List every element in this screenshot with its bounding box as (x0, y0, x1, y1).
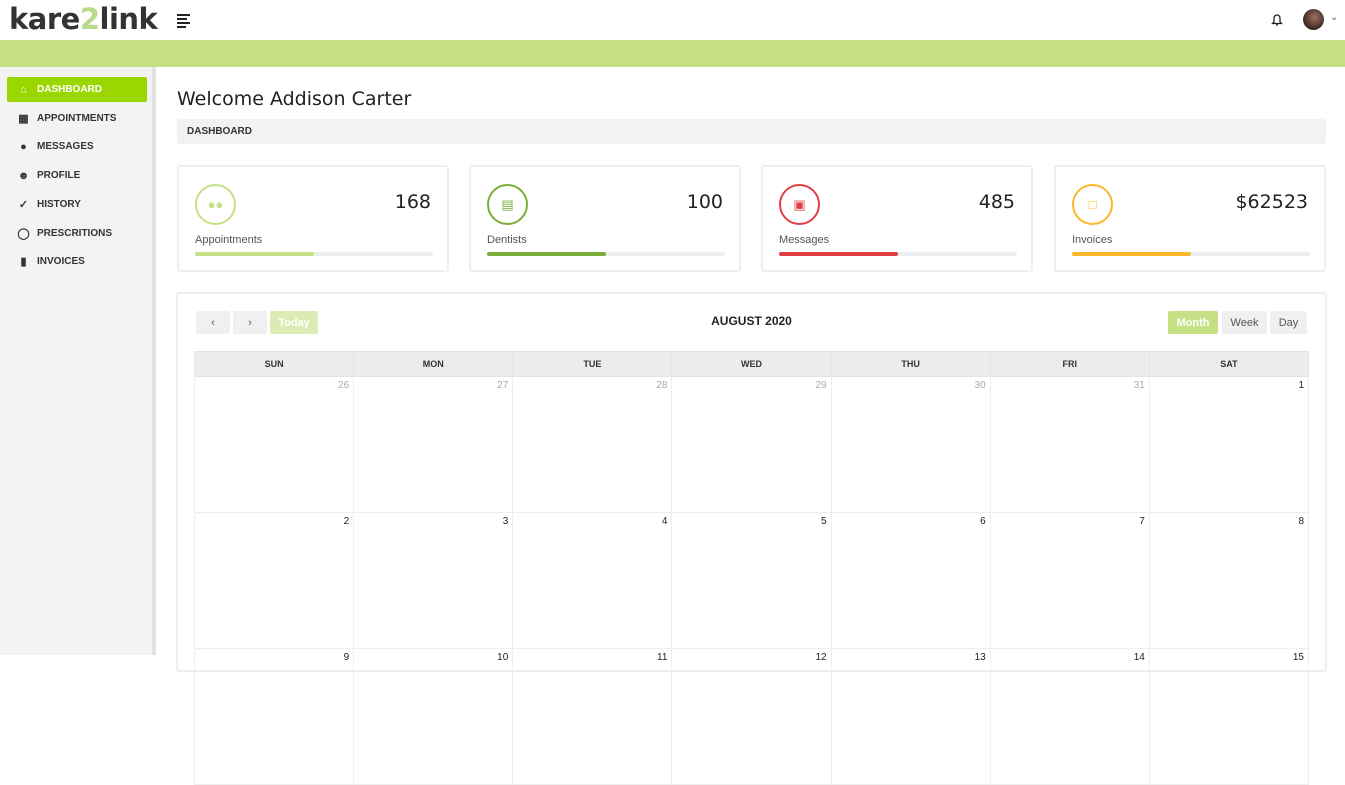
view-month-button[interactable]: Month (1168, 311, 1218, 334)
sidebar-item-label: APPOINTMENTS (37, 112, 117, 124)
page-title: Welcome Addison Carter (177, 88, 412, 110)
money-icon: ▣ (779, 184, 820, 225)
day-cell[interactable]: 6 (830, 512, 991, 649)
sidebar-item-label: DASHBOARD (37, 84, 102, 95)
sidebar-item-invoices[interactable]: ▮ INVOICES (7, 249, 147, 274)
sidebar-item-dashboard[interactable]: ⌂ DASHBOARD (7, 77, 147, 102)
day-cell[interactable]: 4 (512, 512, 673, 649)
chevron-down-icon[interactable]: ⌄ (1330, 12, 1339, 23)
stat-card-dentists[interactable]: ▤ 100 Dentists (469, 165, 741, 272)
sidebar-item-label: INVOICES (37, 256, 85, 268)
stat-value: $62523 (1235, 191, 1308, 213)
sidebar-item-label: PRESCRITIONS (37, 227, 113, 239)
calendar-icon: ▦ (18, 112, 29, 125)
sidebar-item-label: PROFILE (37, 170, 81, 182)
header-band (0, 40, 1345, 67)
messenger-icon: ● (20, 140, 27, 153)
menu-toggle-icon[interactable] (177, 14, 190, 30)
day-cell[interactable]: 2 (193, 512, 355, 649)
calendar: ‹ › Today AUGUST 2020 Month Week Day SUN MO… (176, 292, 1327, 785)
logo[interactable]: kare2link (9, 2, 158, 36)
day-cell[interactable]: 8 (1148, 512, 1310, 649)
day-cell[interactable]: 7 (989, 512, 1150, 649)
progress-bar (779, 252, 1017, 256)
prev-button[interactable]: ‹ (196, 311, 230, 334)
weekday-header: MON (353, 351, 514, 377)
progress-bar (195, 252, 433, 256)
stat-card-messages[interactable]: ▣ 485 Messages (761, 165, 1033, 272)
sidebar-item-profile[interactable]: ☻ PROFILE (7, 163, 147, 188)
weekday-header: SUN (193, 351, 355, 377)
month-grid: SUN MON TUE WED THU FRI SAT 26 27 28 29 30 31 1 2 3 4 5 6 7… (193, 351, 1310, 785)
tag-icon: ◯ (17, 227, 30, 240)
day-cell[interactable]: 29 (671, 376, 832, 513)
top-header: kare2link ⌄ (0, 0, 1345, 40)
sidebar-item-messages[interactable]: ● MESSAGES (7, 134, 147, 159)
day-cell[interactable]: 13 (830, 648, 991, 785)
stat-label: Dentists (487, 234, 527, 246)
day-cell[interactable]: 15 (1148, 648, 1310, 785)
home-icon: ⌂ (20, 83, 27, 96)
check-icon: ✓ (18, 198, 29, 211)
sidebar-item-label: MESSAGES (37, 141, 94, 153)
day-cell[interactable]: 12 (671, 648, 832, 785)
today-button[interactable]: Today (270, 311, 318, 334)
week-row: 9 10 11 12 13 14 15 (193, 648, 1310, 785)
stat-label: Invoices (1072, 234, 1113, 246)
day-cell[interactable]: 30 (830, 376, 991, 513)
stat-value: 168 (394, 191, 431, 213)
day-cell[interactable]: 28 (512, 376, 673, 513)
users-icon: ●● (195, 184, 236, 225)
stat-card-invoices[interactable]: □ $62523 Invoices (1054, 165, 1326, 272)
stat-value: 485 (978, 191, 1015, 213)
stat-label: Messages (779, 234, 830, 246)
stat-card-appointments[interactable]: ●● 168 Appointments (177, 165, 449, 272)
progress-bar (1072, 252, 1310, 256)
progress-bar (487, 252, 725, 256)
next-button[interactable]: › (233, 311, 267, 334)
day-cell[interactable]: 1 (1148, 376, 1310, 513)
card-icon: ▤ (487, 184, 528, 225)
day-cell[interactable]: 26 (193, 376, 355, 513)
sidebar-item-history[interactable]: ✓ HISTORY (7, 192, 147, 217)
day-cell[interactable]: 14 (989, 648, 1150, 785)
stat-label: Appointments (195, 234, 263, 246)
user-icon: ☻ (17, 169, 30, 182)
day-cell[interactable]: 27 (353, 376, 514, 513)
weekday-header: WED (671, 351, 832, 377)
week-row: 26 27 28 29 30 31 1 (193, 376, 1310, 513)
sidebar-item-appointments[interactable]: ▦ APPOINTMENTS (7, 106, 147, 131)
day-cell[interactable]: 11 (512, 648, 673, 785)
day-cell[interactable]: 10 (353, 648, 514, 785)
day-cell[interactable]: 9 (193, 648, 355, 785)
sidebar-item-label: HISTORY (37, 198, 81, 210)
view-day-button[interactable]: Day (1270, 311, 1307, 334)
weekday-header: TUE (512, 351, 673, 377)
breadcrumb: DASHBOARD (177, 119, 1326, 144)
day-cell[interactable]: 3 (353, 512, 514, 649)
sidebar: ⌂ DASHBOARD ▦ APPOINTMENTS ● MESSAGES ☻ PROFILE… (0, 67, 156, 655)
weekday-header: FRI (989, 351, 1150, 377)
bar-chart-icon: ▮ (20, 256, 27, 269)
sidebar-item-prescritions[interactable]: ◯ PRESCRITIONS (7, 221, 147, 246)
day-cell[interactable]: 31 (989, 376, 1150, 513)
day-cell[interactable]: 5 (671, 512, 832, 649)
avatar[interactable] (1303, 9, 1324, 30)
view-week-button[interactable]: Week (1222, 311, 1267, 334)
folder-icon: □ (1072, 184, 1113, 225)
bell-icon[interactable] (1271, 12, 1283, 26)
stat-value: 100 (686, 191, 723, 213)
calendar-title: AUGUST 2020 (711, 314, 792, 328)
weekday-header: THU (830, 351, 991, 377)
weekday-header: SAT (1148, 351, 1310, 377)
